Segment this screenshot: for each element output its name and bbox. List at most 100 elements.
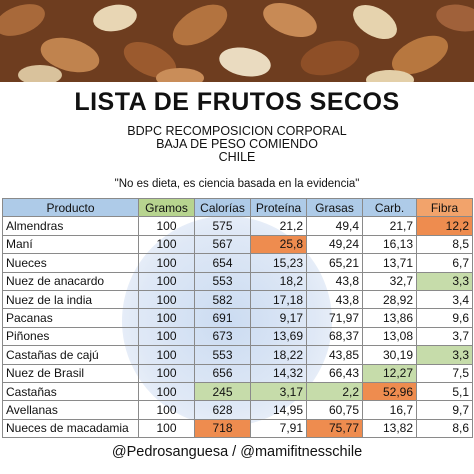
cell-fibra: 3,3	[416, 271, 473, 291]
cell-proteina: 3,17	[250, 381, 307, 402]
cell-producto: Almendras	[2, 216, 139, 236]
cell-fibra: 12,2	[416, 216, 473, 236]
cell-calorias: 567	[194, 234, 251, 255]
table-row: Almendras 100 575 21,2 49,4 21,7 12,2	[2, 216, 473, 236]
cell-carb: 16,13	[362, 234, 417, 255]
nutrition-table-container: Producto Gramos Calorías Proteína Grasas…	[2, 197, 473, 439]
quote: "No es dieta, es ciencia basada en la ev…	[114, 178, 360, 190]
cell-grasas: 65,21	[306, 253, 363, 273]
cell-calorias: 691	[194, 308, 251, 328]
cell-calorias: 582	[194, 289, 251, 310]
cell-proteina: 7,91	[250, 418, 307, 439]
cell-proteina: 14,32	[250, 363, 307, 383]
cell-grasas: 60,75	[306, 400, 363, 420]
table-row: Nueces 100 654 15,23 65,21 13,71 6,7	[2, 253, 473, 273]
cell-producto: Nuez de anacardo	[2, 271, 139, 291]
cell-producto: Pacanas	[2, 308, 139, 328]
table-row: Piñones 100 673 13,69 68,37 13,08 3,7	[2, 326, 473, 347]
cell-fibra: 6,7	[416, 253, 473, 273]
cell-gramos: 100	[138, 381, 195, 402]
cell-gramos: 100	[138, 216, 195, 236]
table-row: Nuez de anacardo 100 553 18,2 43,8 32,7 3,3	[2, 271, 473, 291]
cell-carb: 28,92	[362, 289, 417, 310]
nutrition-table: Producto Gramos Calorías Proteína Grasas…	[2, 197, 473, 439]
table-row: Nuez de Brasil 100 656 14,32 66,43 12,27 7,5	[2, 363, 473, 383]
cell-fibra: 7,5	[416, 363, 473, 383]
cell-grasas: 71,97	[306, 308, 363, 328]
cell-proteina: 13,69	[250, 326, 307, 347]
cell-grasas: 43,85	[306, 345, 363, 365]
cell-producto: Castañas de cajú	[2, 345, 139, 365]
table-row: Nuez de la india 100 582 17,18 43,8 28,92 3,4	[2, 289, 473, 310]
table-row: Avellanas 100 628 14,95 60,75 16,7 9,7	[2, 400, 473, 420]
cell-fibra: 3,3	[416, 345, 473, 365]
cell-producto: Nueces	[2, 253, 139, 273]
cell-proteina: 17,18	[250, 289, 307, 310]
cell-fibra: 3,7	[416, 326, 473, 347]
cell-fibra: 9,6	[416, 308, 473, 328]
footer-credits: @Pedrosanguesa / @mamifitnesschile	[111, 444, 363, 460]
cell-grasas: 68,37	[306, 326, 363, 347]
cell-gramos: 100	[138, 271, 195, 291]
cell-gramos: 100	[138, 400, 195, 420]
cell-grasas: 66,43	[306, 363, 363, 383]
cell-calorias: 575	[194, 216, 251, 236]
cell-calorias: 718	[194, 418, 251, 439]
cell-carb: 13,82	[362, 418, 417, 439]
cell-producto: Nueces de macadamia	[2, 418, 139, 439]
nuts-banner-image	[0, 0, 474, 82]
table-row: Pacanas 100 691 9,17 71,97 13,86 9,6	[2, 308, 473, 328]
cell-calorias: 673	[194, 326, 251, 347]
cell-calorias: 245	[194, 381, 251, 402]
header-proteina: Proteína	[250, 197, 307, 218]
cell-gramos: 100	[138, 363, 195, 383]
header-carb: Carb.	[362, 197, 417, 218]
cell-proteina: 9,17	[250, 308, 307, 328]
subtitle-line-2: BAJA DE PESO COMIENDO	[156, 137, 318, 151]
cell-gramos: 100	[138, 234, 195, 255]
cell-gramos: 100	[138, 253, 195, 273]
cell-proteina: 18,22	[250, 345, 307, 365]
table-row: Castañas 100 245 3,17 2,2 52,96 5,1	[2, 381, 473, 402]
cell-carb: 12,27	[362, 363, 417, 383]
cell-grasas: 43,8	[306, 271, 363, 291]
cell-carb: 13,71	[362, 253, 417, 273]
table-row: Castañas de cajú 100 553 18,22 43,85 30,19 3,3	[2, 345, 473, 365]
cell-grasas: 49,24	[306, 234, 363, 255]
cell-fibra: 8,5	[416, 234, 473, 255]
cell-producto: Castañas	[2, 381, 139, 402]
cell-carb: 13,08	[362, 326, 417, 347]
subtitle-line-1: BDPC RECOMPOSICION CORPORAL	[127, 124, 347, 138]
cell-gramos: 100	[138, 289, 195, 310]
cell-producto: Nuez de Brasil	[2, 363, 139, 383]
cell-calorias: 553	[194, 345, 251, 365]
cell-fibra: 3,4	[416, 289, 473, 310]
cell-gramos: 100	[138, 418, 195, 439]
cell-proteina: 21,2	[250, 216, 307, 236]
cell-proteina: 15,23	[250, 253, 307, 273]
page-title: LISTA DE FRUTOS SECOS	[74, 88, 400, 116]
cell-gramos: 100	[138, 345, 195, 365]
table-header-row: Producto Gramos Calorías Proteína Grasas…	[2, 197, 473, 218]
table-row: Maní 100 567 25,8 49,24 16,13 8,5	[2, 234, 473, 255]
cell-carb: 32,7	[362, 271, 417, 291]
cell-grasas: 2,2	[306, 381, 363, 402]
header-gramos: Gramos	[138, 197, 195, 218]
header-producto: Producto	[2, 197, 139, 218]
cell-proteina: 25,8	[250, 234, 307, 255]
cell-carb: 30,19	[362, 345, 417, 365]
cell-gramos: 100	[138, 308, 195, 328]
cell-producto: Maní	[2, 234, 139, 255]
subtitle-line-3: CHILE	[218, 150, 256, 164]
cell-producto: Piñones	[2, 326, 139, 347]
cell-gramos: 100	[138, 326, 195, 347]
cell-producto: Nuez de la india	[2, 289, 139, 310]
cell-fibra: 8,6	[416, 418, 473, 439]
cell-carb: 52,96	[362, 381, 417, 402]
cell-fibra: 5,1	[416, 381, 473, 402]
cell-calorias: 553	[194, 271, 251, 291]
cell-grasas: 75,77	[306, 418, 363, 439]
cell-producto: Avellanas	[2, 400, 139, 420]
cell-fibra: 9,7	[416, 400, 473, 420]
header-grasas: Grasas	[306, 197, 363, 218]
